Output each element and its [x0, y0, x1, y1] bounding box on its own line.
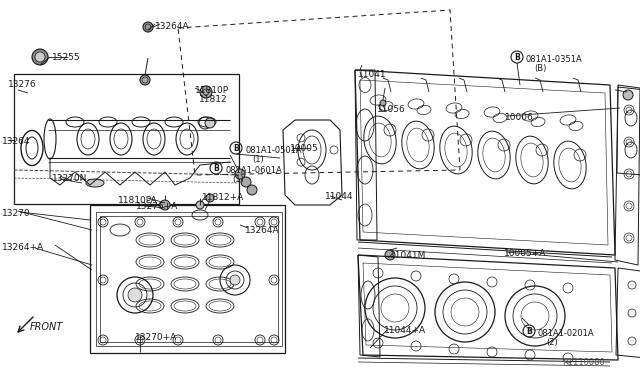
Text: R1110080: R1110080 — [562, 358, 605, 367]
Text: 13264: 13264 — [2, 137, 31, 146]
Text: 081A1-0201A: 081A1-0201A — [538, 329, 595, 338]
Text: 11044: 11044 — [325, 192, 353, 201]
Text: 13276: 13276 — [8, 80, 36, 89]
Circle shape — [160, 200, 170, 210]
Bar — [96, 212, 282, 346]
Text: 081A1-0351A: 081A1-0351A — [526, 55, 583, 64]
Text: 11810P: 11810P — [195, 86, 229, 95]
Text: B: B — [526, 327, 532, 336]
Text: 13264+A: 13264+A — [2, 243, 44, 252]
Circle shape — [247, 185, 257, 195]
Text: 10005+A: 10005+A — [504, 249, 547, 258]
Text: 11041M: 11041M — [390, 251, 426, 260]
Text: 11041: 11041 — [358, 70, 387, 79]
Text: 11056: 11056 — [377, 105, 406, 114]
Text: (B): (B) — [534, 64, 547, 73]
Text: 13270+A: 13270+A — [135, 333, 177, 342]
Text: (2): (2) — [546, 338, 557, 347]
Circle shape — [143, 22, 153, 32]
Circle shape — [241, 177, 251, 187]
Circle shape — [196, 201, 204, 209]
Text: (1): (1) — [252, 155, 264, 164]
Text: B: B — [213, 164, 219, 173]
Text: 10006: 10006 — [505, 113, 534, 122]
Text: 11044+A: 11044+A — [384, 326, 426, 335]
Bar — [14, 74, 239, 204]
Circle shape — [140, 75, 150, 85]
Text: 10005: 10005 — [290, 144, 319, 153]
Circle shape — [230, 275, 240, 285]
Text: 13264A: 13264A — [245, 226, 280, 235]
Circle shape — [128, 288, 142, 302]
Text: FRONT: FRONT — [30, 322, 63, 332]
Text: 15255: 15255 — [52, 53, 81, 62]
Ellipse shape — [86, 179, 104, 187]
Text: 11812: 11812 — [199, 95, 228, 104]
Text: 081A1-0501A: 081A1-0501A — [245, 146, 301, 155]
Text: (1): (1) — [232, 175, 244, 184]
Bar — [90, 205, 285, 353]
Circle shape — [35, 52, 45, 62]
Circle shape — [206, 194, 214, 202]
Text: 13264A: 13264A — [155, 22, 189, 31]
Circle shape — [623, 90, 633, 100]
Circle shape — [385, 250, 395, 260]
Circle shape — [205, 118, 215, 128]
Text: 11810PA: 11810PA — [118, 196, 157, 205]
Text: 081A1-0601A: 081A1-0601A — [225, 166, 282, 175]
Text: 13270: 13270 — [2, 209, 31, 218]
Circle shape — [380, 100, 386, 106]
Circle shape — [200, 86, 212, 98]
Circle shape — [32, 49, 48, 65]
Text: 13270N: 13270N — [52, 174, 88, 183]
Text: 13276+A: 13276+A — [136, 202, 179, 211]
Text: B: B — [233, 144, 239, 153]
Text: B: B — [514, 52, 520, 61]
Circle shape — [235, 169, 245, 179]
Bar — [100, 216, 278, 342]
Text: 11812+A: 11812+A — [202, 193, 244, 202]
